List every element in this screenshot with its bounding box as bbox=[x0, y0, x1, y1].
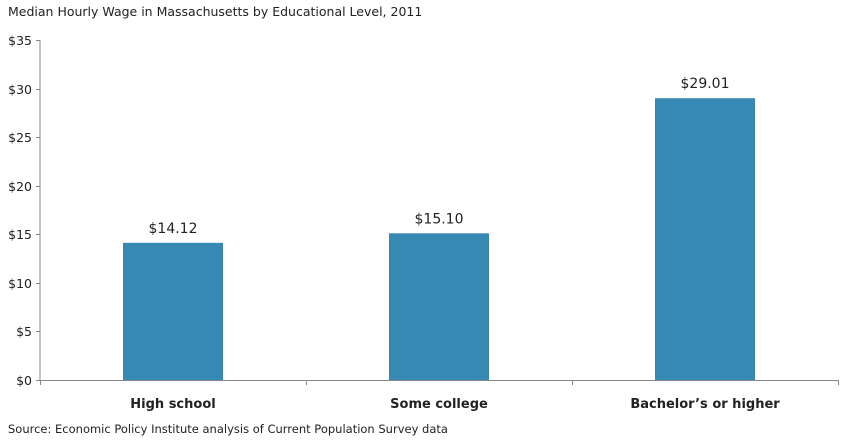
y-tick-label: $25 bbox=[8, 130, 32, 145]
bars bbox=[123, 98, 755, 380]
y-tick-label: $0 bbox=[16, 373, 32, 388]
bar bbox=[655, 98, 755, 380]
x-tick-label: High school bbox=[130, 397, 215, 412]
chart-title: Median Hourly Wage in Massachusetts by E… bbox=[8, 4, 423, 19]
y-tick-label: $15 bbox=[8, 227, 32, 242]
y-axis: $0 $5 $10 $15 $20 $25 $30 $35 bbox=[8, 33, 41, 388]
bar bbox=[123, 242, 223, 380]
x-axis: High school Some college Bachelor’s or hig… bbox=[40, 380, 839, 412]
y-tick-label: $20 bbox=[8, 179, 32, 194]
data-label: $14.12 bbox=[149, 221, 198, 237]
x-tick-label: Some college bbox=[390, 397, 488, 412]
y-tick-label: $5 bbox=[16, 324, 32, 339]
y-tick-label: $10 bbox=[8, 276, 32, 291]
data-labels: $14.12 $15.10 $29.01 bbox=[149, 76, 730, 237]
x-tick-label: Bachelor’s or higher bbox=[630, 397, 780, 412]
y-tick-label: $35 bbox=[8, 33, 32, 48]
y-tick-label: $30 bbox=[8, 82, 32, 97]
bar bbox=[389, 233, 489, 380]
data-label: $29.01 bbox=[681, 76, 730, 92]
chart-source: Source: Economic Policy Institute analys… bbox=[8, 422, 448, 436]
data-label: $15.10 bbox=[415, 211, 464, 227]
